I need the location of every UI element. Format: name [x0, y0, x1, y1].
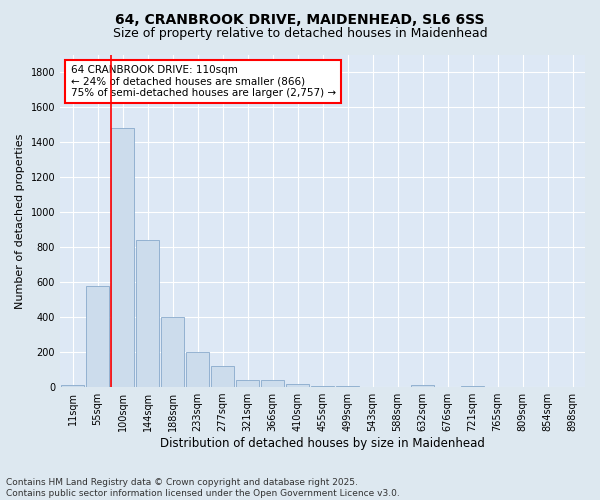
Text: 64, CRANBROOK DRIVE, MAIDENHEAD, SL6 6SS: 64, CRANBROOK DRIVE, MAIDENHEAD, SL6 6SS	[115, 12, 485, 26]
Text: Size of property relative to detached houses in Maidenhead: Size of property relative to detached ho…	[113, 28, 487, 40]
Bar	[61, 385, 84, 387]
X-axis label: Distribution of detached houses by size in Maidenhead: Distribution of detached houses by size …	[160, 437, 485, 450]
Bar	[336, 386, 359, 387]
Bar	[461, 386, 484, 387]
Bar	[211, 366, 234, 387]
Text: 64 CRANBROOK DRIVE: 110sqm
← 24% of detached houses are smaller (866)
75% of sem: 64 CRANBROOK DRIVE: 110sqm ← 24% of deta…	[71, 65, 335, 98]
Bar	[311, 386, 334, 387]
Bar	[111, 128, 134, 387]
Bar	[161, 317, 184, 387]
Bar	[411, 385, 434, 387]
Bar	[261, 380, 284, 387]
Bar	[286, 384, 309, 387]
Y-axis label: Number of detached properties: Number of detached properties	[15, 134, 25, 308]
Text: Contains HM Land Registry data © Crown copyright and database right 2025.
Contai: Contains HM Land Registry data © Crown c…	[6, 478, 400, 498]
Bar	[136, 240, 159, 387]
Bar	[186, 352, 209, 387]
Bar	[236, 380, 259, 387]
Bar	[86, 286, 109, 387]
